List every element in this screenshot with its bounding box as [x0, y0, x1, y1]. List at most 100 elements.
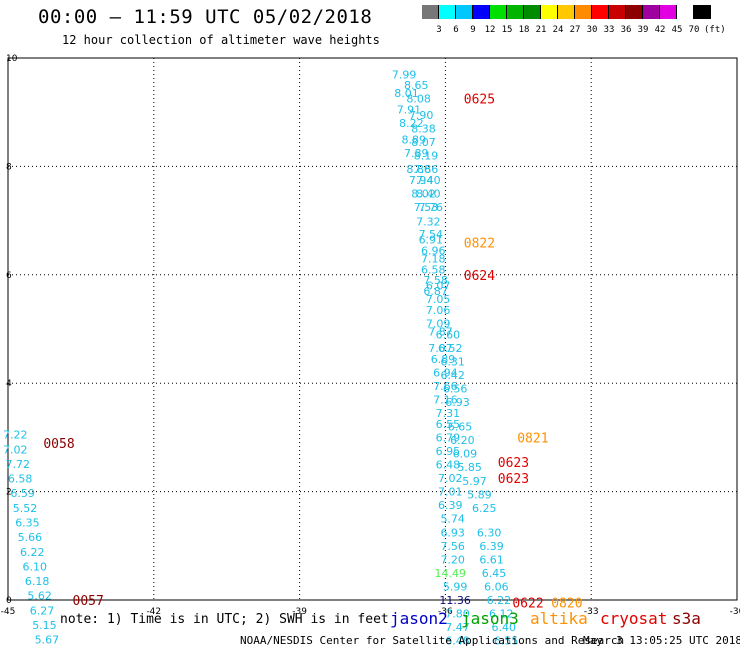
wave-height-value: 7.05 [426, 293, 451, 306]
wave-height-value: 7.16 [433, 393, 458, 406]
wave-height-value: 7.87 [428, 326, 453, 339]
wave-height-value: 7.86 [414, 163, 439, 176]
color-swatch [456, 5, 473, 19]
color-scale-label: 42 [654, 25, 666, 35]
color-swatch [507, 5, 524, 19]
y-tick-label: 8 [6, 162, 12, 172]
footer-credit: NOAA/NESDIS Center for Satellite Applica… [240, 634, 625, 647]
wave-height-value: 6.61 [479, 553, 504, 566]
wave-height-value: 7.72 [5, 458, 30, 471]
wave-height-value: 6.55 [436, 418, 461, 431]
pass-time-label: 0623 [498, 472, 529, 487]
y-tick-label: 4 [6, 379, 12, 389]
wave-height-value: 7.07 [428, 342, 453, 355]
wave-height-value: 6.65 [448, 421, 473, 434]
legend-jason3: jason3 [461, 609, 519, 628]
wave-height-value: 6.45 [482, 567, 507, 580]
wave-height-value: 8.65 [404, 79, 429, 92]
pass-time-label: 0622 [512, 597, 543, 612]
wave-height-value: 7.54 [419, 228, 444, 241]
wave-height-value: 5.66 [18, 531, 43, 544]
wave-height-value: 6.22 [487, 594, 512, 607]
color-swatch [558, 5, 575, 19]
color-swatch [694, 5, 711, 19]
color-scale-label: 3 [436, 25, 442, 35]
color-swatch [473, 5, 490, 19]
color-swatch [422, 5, 439, 19]
color-scale-unit: (ft) [704, 25, 726, 35]
x-tick-label: -42 [146, 607, 161, 617]
wave-height-value: 11.36 [439, 594, 471, 607]
wave-height-value: 6.48 [445, 635, 470, 648]
wave-height-value: 6.07 [426, 280, 451, 293]
color-swatch [677, 5, 694, 19]
color-scale-label: 45 [671, 25, 683, 35]
wave-height-value: 6.79 [436, 431, 461, 444]
wave-height-value: 6.58 [8, 473, 33, 486]
wave-height-value: 6.27 [30, 604, 55, 617]
color-swatch [575, 5, 592, 19]
wave-height-value: 6.22 [20, 546, 45, 559]
wave-height-value: 7.89 [404, 147, 429, 160]
wave-height-value: 7.90 [409, 109, 434, 122]
color-scale-label: 27 [569, 25, 581, 35]
wave-height-value: 14.49 [435, 567, 467, 580]
footer-timestamp: May 3 13:05:25 UTC 2018 [583, 634, 740, 647]
wave-height-value: 6.18 [25, 575, 50, 588]
color-scale-label: 24 [552, 25, 564, 35]
wave-height-value: 7.91 [397, 103, 422, 116]
wave-height-value: 6.06 [484, 580, 509, 593]
y-tick-label: 6 [6, 271, 12, 281]
color-swatch [439, 5, 456, 19]
wave-height-value: 7.56 [440, 540, 465, 553]
wave-height-value: 5.99 [443, 580, 468, 593]
wave-height-value: 7.47 [445, 621, 470, 634]
wave-height-value: 5.97 [462, 475, 487, 488]
wave-height-value: 7.18 [421, 253, 446, 266]
x-tick-label: -45 [1, 607, 16, 617]
color-scale-label: 21 [535, 25, 547, 35]
wave-height-value: 8.07 [411, 136, 436, 149]
pass-time-label: 0623 [498, 456, 529, 471]
pass-time-label: 0820 [551, 597, 582, 612]
wave-height-value: 7.20 [440, 553, 465, 566]
wave-height-value: 7.99 [392, 68, 417, 81]
wave-height-value: 5.74 [440, 513, 465, 526]
wave-height-value: 5.85 [457, 461, 482, 474]
pass-time-label: 0624 [464, 269, 495, 284]
color-swatch [609, 5, 626, 19]
wave-height-value: 8.38 [411, 122, 436, 135]
wave-height-value: 6.39 [438, 499, 463, 512]
wave-height-value: 8.01 [394, 87, 419, 100]
wave-height-value: 6.94 [433, 366, 458, 379]
page-title: 00:00 – 11:59 UTC 05/02/2018 [38, 6, 373, 28]
legend-altika: altika [530, 609, 588, 628]
color-scale-label: 39 [637, 25, 649, 35]
wave-height-value: 6.56 [443, 383, 468, 396]
wave-height-value: 6.09 [453, 448, 478, 461]
color-scale-label: 30 [586, 25, 598, 35]
units-note: note: 1) Time is in UTC; 2) SWH is in fe… [60, 612, 389, 627]
color-scale-label: 70 [688, 25, 700, 35]
legend-s3a: s3a [672, 609, 701, 628]
color-swatch [490, 5, 507, 19]
pass-time-label: 0058 [43, 437, 74, 452]
color-scale-label: 33 [603, 25, 615, 35]
wave-height-value: 6.10 [22, 560, 47, 573]
color-scale-label: 15 [501, 25, 513, 35]
color-swatch [592, 5, 609, 19]
wave-height-value: 7.66 [433, 380, 458, 393]
wave-height-value: 6.35 [15, 516, 40, 529]
wave-height-value: 6.48 [436, 459, 461, 472]
color-swatch [660, 5, 677, 19]
wave-height-value: 6.95 [436, 445, 461, 458]
wave-height-value: 7.94 [409, 174, 434, 187]
wave-height-value: 6.12 [489, 608, 514, 621]
wave-height-value: 7.58 [423, 274, 448, 287]
wave-height-value: 6.30 [477, 526, 502, 539]
wave-height-value: 8.02 [411, 188, 436, 201]
wave-height-value: 7.40 [416, 174, 441, 187]
wave-height-value: 5.67 [35, 634, 60, 647]
wave-height-value: 6.96 [421, 244, 446, 257]
